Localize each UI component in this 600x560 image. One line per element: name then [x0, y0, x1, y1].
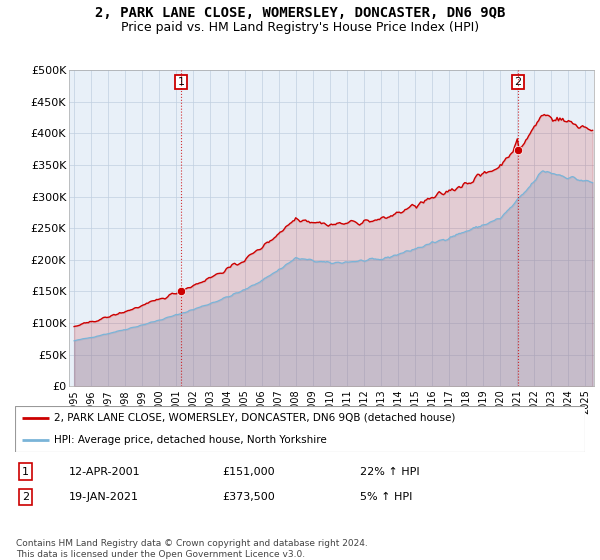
- Text: Contains HM Land Registry data © Crown copyright and database right 2024.
This d: Contains HM Land Registry data © Crown c…: [16, 539, 368, 559]
- Text: £151,000: £151,000: [222, 466, 275, 477]
- Text: 2: 2: [515, 77, 522, 87]
- Text: 2, PARK LANE CLOSE, WOMERSLEY, DONCASTER, DN6 9QB: 2, PARK LANE CLOSE, WOMERSLEY, DONCASTER…: [95, 6, 505, 20]
- Text: 12-APR-2001: 12-APR-2001: [69, 466, 140, 477]
- Text: 1: 1: [22, 466, 29, 477]
- FancyBboxPatch shape: [15, 406, 585, 452]
- Text: 1: 1: [178, 77, 184, 87]
- Text: 2, PARK LANE CLOSE, WOMERSLEY, DONCASTER, DN6 9QB (detached house): 2, PARK LANE CLOSE, WOMERSLEY, DONCASTER…: [54, 413, 455, 423]
- Text: 22% ↑ HPI: 22% ↑ HPI: [360, 466, 419, 477]
- Text: HPI: Average price, detached house, North Yorkshire: HPI: Average price, detached house, Nort…: [54, 435, 326, 445]
- Text: Price paid vs. HM Land Registry's House Price Index (HPI): Price paid vs. HM Land Registry's House …: [121, 21, 479, 34]
- Text: 2: 2: [22, 492, 29, 502]
- Text: 5% ↑ HPI: 5% ↑ HPI: [360, 492, 412, 502]
- Text: £373,500: £373,500: [222, 492, 275, 502]
- Text: 19-JAN-2021: 19-JAN-2021: [69, 492, 139, 502]
